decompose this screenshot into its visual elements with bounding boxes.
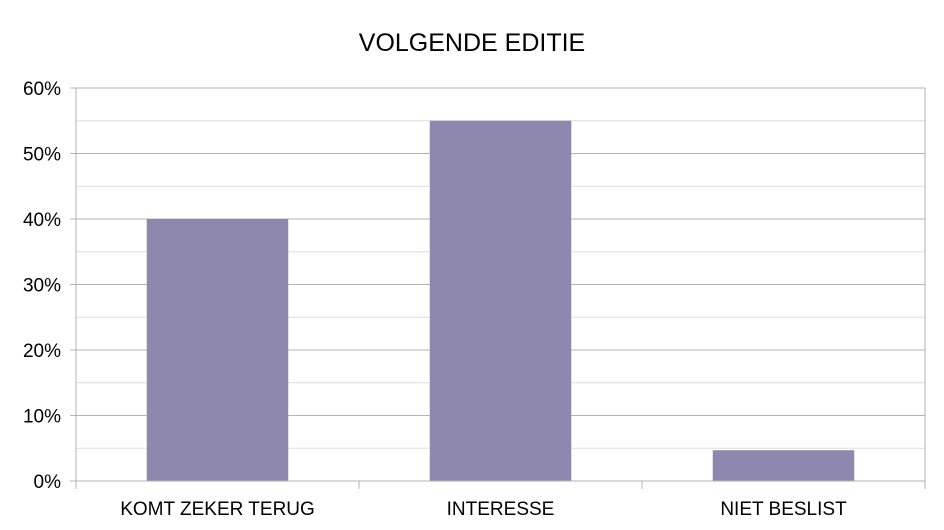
x-category-label: INTERESSE (447, 499, 555, 520)
x-category-label: KOMT ZEKER TERUG (120, 499, 315, 520)
y-tick-label: 30% (23, 276, 61, 297)
y-tick-label: 40% (23, 210, 61, 231)
y-tick-label: 0% (34, 472, 62, 493)
bar (146, 219, 289, 481)
chart-title: VOLGENDE EDITIE (359, 29, 585, 57)
y-tick-label: 50% (23, 145, 61, 166)
axis-layer (70, 87, 926, 489)
y-tick-label: 20% (23, 341, 61, 362)
x-category-label: NIET BESLIST (720, 499, 847, 520)
bar-layer (146, 120, 855, 481)
bar (712, 450, 855, 481)
y-tick-label: 60% (23, 79, 61, 100)
label-layer: 0% 10% 20% 30% 40% 50% 60% KOMT ZEKER TERUG INTE… (23, 79, 847, 520)
bar (429, 120, 572, 481)
y-tick-label: 10% (23, 407, 61, 428)
